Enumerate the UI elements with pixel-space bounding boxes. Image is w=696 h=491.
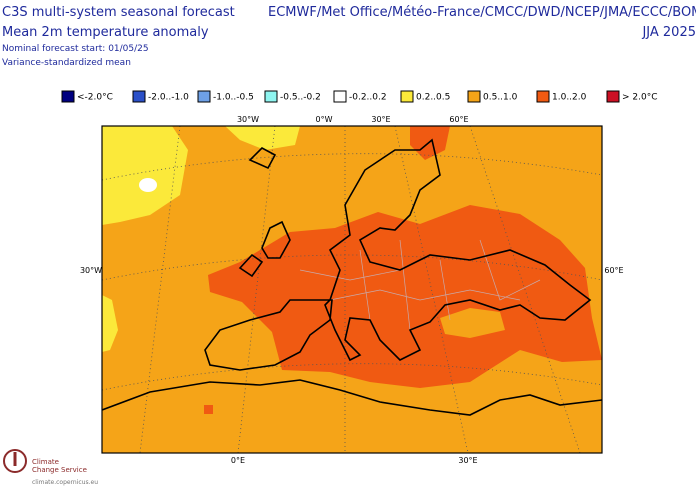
legend-swatch xyxy=(264,90,278,103)
logo-text: Change Service xyxy=(32,466,87,474)
grid-label: 0°W xyxy=(316,115,333,124)
logo-text: Climate xyxy=(32,458,59,466)
legend-label: -1.0..-0.5 xyxy=(213,93,254,103)
legend-swatch xyxy=(61,90,75,103)
grid-labels: 30°W 0°W 30°E 60°E 30°W 60°E 0°E 30°E xyxy=(80,115,624,465)
grid-label: 30°E xyxy=(458,456,477,465)
white-area xyxy=(139,178,157,192)
legend-label: -0.5..-0.2 xyxy=(280,93,321,103)
legend-label: -2.0..-1.0 xyxy=(148,93,189,103)
legend-swatch xyxy=(132,90,146,103)
logo-url: climate.copernicus.eu xyxy=(32,479,98,486)
legend-swatch xyxy=(400,90,414,103)
providers: ECMWF/Met Office/Météo-France/CMCC/DWD/N… xyxy=(268,5,696,20)
legend-swatch xyxy=(536,90,550,103)
legend-label: 0.5..1.0 xyxy=(483,93,518,103)
grid-label: 60°E xyxy=(604,266,623,275)
grid-label: 60°E xyxy=(449,115,468,124)
logo-icon xyxy=(3,449,27,473)
legend-swatch xyxy=(606,90,620,103)
method: Variance-standardized mean xyxy=(2,58,131,68)
grid-label: 30°E xyxy=(371,115,390,124)
legend-swatch xyxy=(197,90,211,103)
legend-label: -0.2..0.2 xyxy=(349,93,387,103)
coastline xyxy=(102,138,602,416)
grid-label: 30°W xyxy=(237,115,259,124)
title: C3S multi-system seasonal forecast xyxy=(2,5,235,20)
map-frame xyxy=(101,125,603,454)
start-date: Nominal forecast start: 01/05/25 xyxy=(2,44,149,54)
legend-label: 0.2..0.5 xyxy=(416,93,450,103)
graticule xyxy=(102,126,602,453)
legend-label: <-2.0°C xyxy=(77,93,113,103)
legend-label: > 2.0°C xyxy=(622,93,658,103)
borders xyxy=(299,239,541,331)
yellow-area xyxy=(102,295,118,352)
legend-swatch xyxy=(467,90,481,103)
legend-label: 1.0..2.0 xyxy=(552,93,587,103)
legend: <-2.0°C -2.0..-1.0 -1.0..-0.5 -0.5..-0.2 -0.… xyxy=(61,90,658,103)
warm-area xyxy=(204,405,213,414)
period: JJA 2025 xyxy=(641,25,696,40)
grid-label: 30°W xyxy=(80,266,102,275)
legend-swatch xyxy=(333,90,347,103)
yellow-area xyxy=(225,126,300,150)
warm-area xyxy=(410,126,450,160)
yellow-area xyxy=(102,126,188,225)
cooler-area xyxy=(440,308,505,338)
subtitle: Mean 2m temperature anomaly xyxy=(2,25,209,40)
map xyxy=(102,126,602,453)
logo: Climate Change Service climate.copernicu… xyxy=(3,449,98,486)
grid-label: 0°E xyxy=(231,456,245,465)
